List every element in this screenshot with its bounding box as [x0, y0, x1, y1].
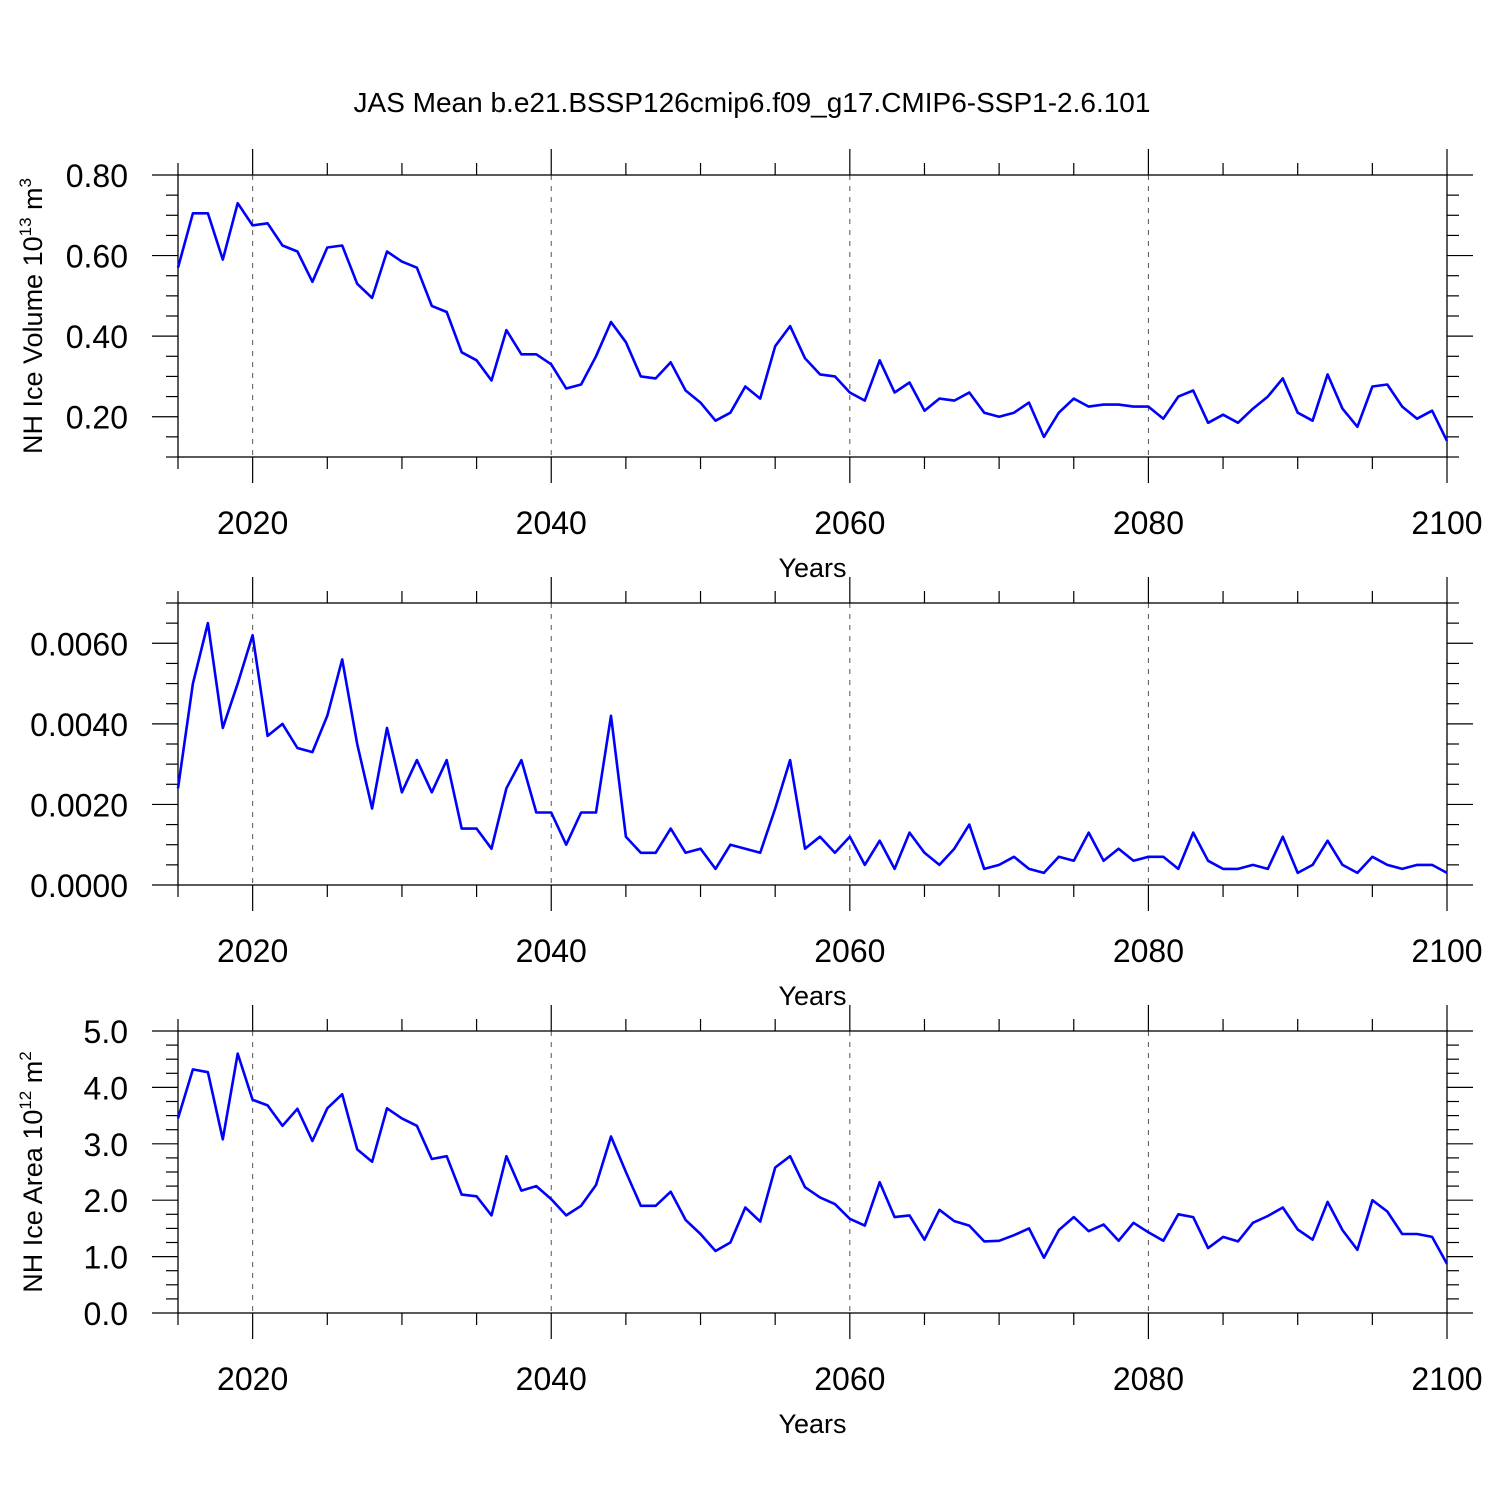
x-tick-label: 2020	[217, 505, 288, 541]
x-tick-label: 2020	[217, 1361, 288, 1397]
y-axis-label-exponent: 12	[16, 1091, 35, 1110]
y-axis-label-unit-exponent: 2	[16, 1051, 35, 1060]
panels: 2020 2040 2060 2080 2100 0.20 0.40 0.60 0.80 Year…	[16, 149, 1483, 1439]
y-tick-label: 0.0	[84, 1296, 128, 1332]
y-tick-label: 0.0060	[30, 626, 128, 662]
y-axis-label-text: NH Ice Area 10	[18, 1110, 48, 1293]
chart-panel-3: 2020 2040 2060 2080 2100 0.0 1.0 2.0 3.0 4.0 5.0 Ye…	[16, 1005, 1483, 1439]
y-tick-label: 0.0040	[30, 707, 128, 743]
y-axis-label: NH Ice Volume 1013 m3	[16, 178, 48, 454]
x-tick-label: 2020	[217, 933, 288, 969]
x-tick-label: 2060	[814, 933, 885, 969]
x-axis-label: Years	[778, 981, 846, 1011]
x-tick-label: 2100	[1411, 505, 1482, 541]
x-tick-label: 2040	[516, 1361, 587, 1397]
y-tick-label: 5.0	[84, 1014, 128, 1050]
y-tick-label: 0.40	[66, 319, 128, 355]
x-tick-label: 2060	[814, 1361, 885, 1397]
figure-title: JAS Mean b.e21.BSSP126cmip6.f09_g17.CMIP…	[354, 87, 1151, 118]
y-tick-label: 3.0	[84, 1127, 128, 1163]
x-tick-label: 2040	[516, 505, 587, 541]
y-tick-label: 1.0	[84, 1240, 128, 1276]
x-tick-label: 2040	[516, 933, 587, 969]
x-axis-label: Years	[778, 553, 846, 583]
y-tick-label: 0.0020	[30, 787, 128, 823]
y-tick-label: 0.60	[66, 239, 128, 275]
y-tick-label: 0.80	[66, 158, 128, 194]
y-axis-label-unit: m	[18, 1061, 48, 1091]
plot-frame	[177, 1030, 1448, 1314]
x-tick-label: 2100	[1411, 933, 1482, 969]
y-axis-label-exponent: 13	[16, 217, 35, 236]
chart-panel-1: 2020 2040 2060 2080 2100 0.20 0.40 0.60 0.80 Year…	[16, 149, 1483, 583]
series-line	[176, 621, 1448, 875]
x-tick-label: 2080	[1113, 933, 1184, 969]
chart-panel-2: 2020 2040 2060 2080 2100 0.0000 0.0020 0.0040 0.…	[30, 577, 1483, 1011]
series-line	[176, 201, 1449, 442]
y-axis-label: NH Ice Area 1012 m2	[16, 1051, 48, 1292]
y-axis-label-unit: m	[18, 187, 48, 217]
x-axis-label: Years	[778, 1409, 846, 1439]
y-tick-label: 2.0	[84, 1183, 128, 1219]
x-tick-label: 2080	[1113, 1361, 1184, 1397]
y-tick-label: 4.0	[84, 1070, 128, 1106]
series-line	[176, 1052, 1449, 1265]
y-tick-label: 0.0000	[30, 868, 128, 904]
x-tick-label: 2080	[1113, 505, 1184, 541]
y-axis-label-unit-exponent: 3	[16, 178, 35, 187]
x-tick-label: 2060	[814, 505, 885, 541]
x-tick-label: 2100	[1411, 1361, 1482, 1397]
plot-frame	[177, 174, 1448, 458]
y-axis-label-text: NH Ice Volume 10	[18, 236, 48, 454]
y-tick-label: 0.20	[66, 400, 128, 436]
